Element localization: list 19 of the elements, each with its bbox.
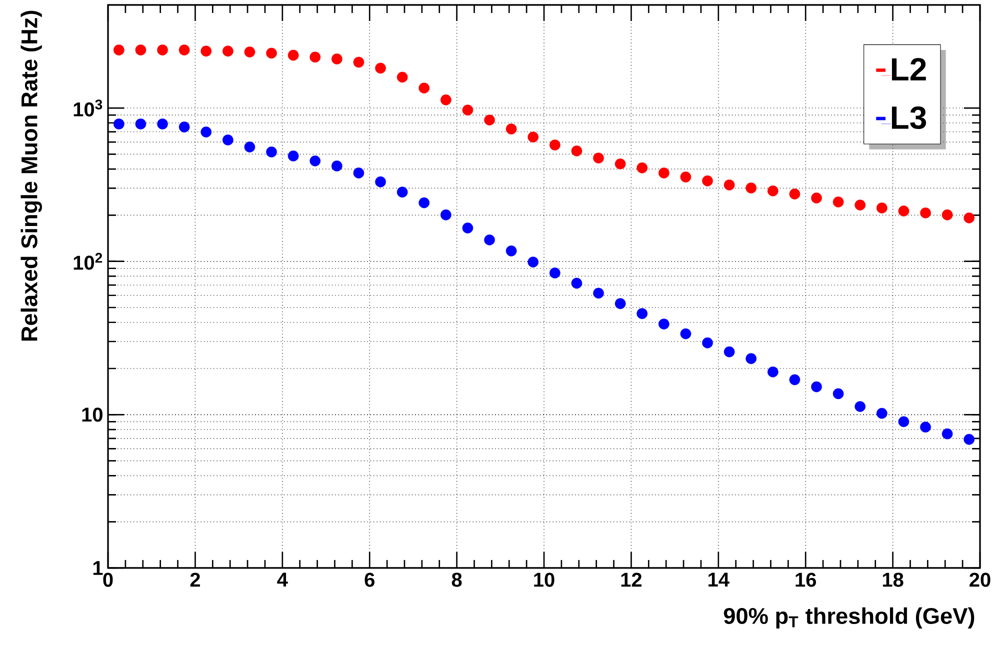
x-tick-label: 6 bbox=[364, 572, 374, 587]
y-tick-label: 1 bbox=[93, 561, 103, 575]
x-tick-label: 0 bbox=[103, 572, 113, 587]
x-axis-title: 90% p$_{T}$ threshold (GeV) bbox=[724, 607, 974, 628]
legend-label: L2 bbox=[892, 58, 926, 80]
x-tick-label: 10 bbox=[534, 572, 554, 587]
y-tick-label: 10$^{3}$ bbox=[74, 100, 102, 116]
x-tick-label: 8 bbox=[452, 572, 462, 587]
y-axis-title: Relaxed Single Muon Rate (Hz) bbox=[20, 10, 42, 341]
x-tick-label: 12 bbox=[621, 572, 642, 587]
x-tick-label: 2 bbox=[190, 572, 200, 587]
x-tick-label: 18 bbox=[882, 572, 904, 587]
x-tick-label: 4 bbox=[277, 572, 288, 586]
legend-label: L3 bbox=[892, 106, 926, 130]
x-tick-label: 16 bbox=[796, 572, 816, 587]
y-tick-label: 10$^{2}$ bbox=[74, 252, 102, 270]
x-tick-label: 20 bbox=[970, 572, 990, 587]
x-tick-label: 14 bbox=[708, 572, 730, 586]
y-tick-label: 10 bbox=[82, 408, 102, 422]
